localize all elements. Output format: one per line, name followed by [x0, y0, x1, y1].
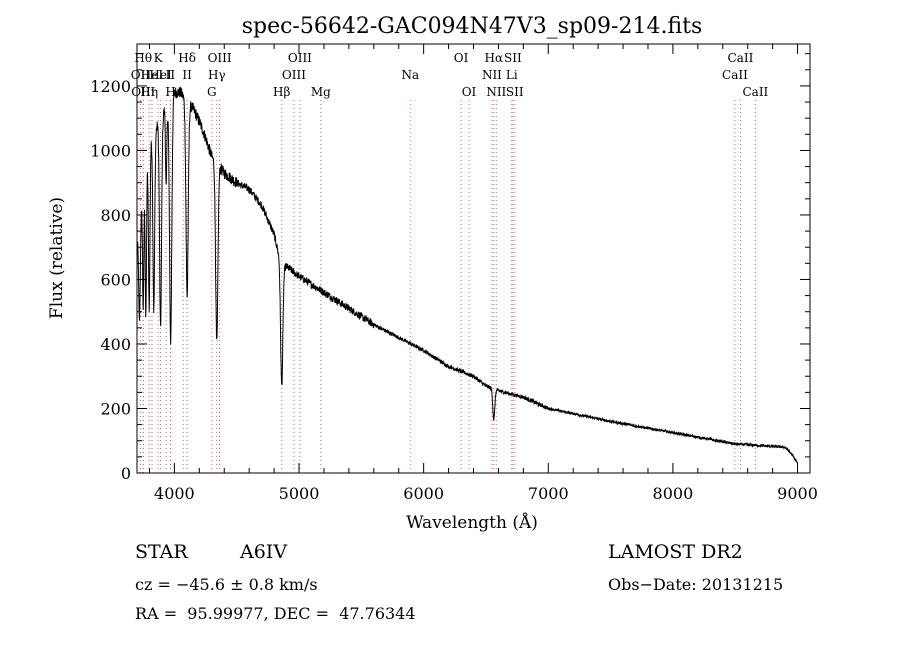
y-tick-label: 1000 — [90, 141, 131, 160]
spectrum-series — [136, 86, 798, 464]
line-marker-label: OIII — [288, 51, 312, 65]
chart-title: spec-56642-GAC094N47V3_sp09-214.fits — [242, 14, 703, 39]
line-marker-label: SII — [504, 51, 522, 65]
y-tick-label: 800 — [100, 206, 131, 225]
line-marker-label: Na — [401, 68, 419, 82]
y-tick-label: 1200 — [90, 77, 131, 96]
line-marker-label: Hβ — [273, 85, 290, 99]
line-marker-label: NII — [482, 68, 502, 82]
y-axis-label: Flux (relative) — [47, 197, 67, 319]
y-tick-label: 200 — [100, 399, 131, 418]
line-marker-label: HeI — [141, 68, 164, 82]
redshift-value: cz = −45.6 ± 0.8 km/s — [135, 575, 318, 594]
line-marker-label: Hγ — [208, 68, 226, 82]
line-marker-label: Li — [506, 68, 518, 82]
line-marker-label: Hδ — [178, 51, 196, 65]
coordinates: RA = 95.99977, DEC = 47.76344 — [135, 604, 416, 623]
line-marker-label: Mg — [311, 85, 331, 99]
x-tick-label: 8000 — [653, 484, 694, 503]
x-tick-label: 6000 — [403, 484, 444, 503]
line-marker-label: CaII — [722, 68, 748, 82]
plot-frame — [136, 43, 811, 474]
line-marker-label: OIII — [208, 51, 232, 65]
line-marker-label: OII — [131, 68, 151, 82]
survey-name: LAMOST DR2 — [608, 541, 743, 563]
line-marker-label: OIII — [282, 68, 306, 82]
line-marker-label: II — [166, 68, 176, 82]
line-marker-label: OI — [454, 51, 469, 65]
line-marker-label: SII — [506, 85, 524, 99]
line-marker-label: CaII — [728, 51, 754, 65]
line-marker-label: II — [182, 68, 192, 82]
x-axis-label: Wavelength (Å) — [406, 512, 538, 533]
line-marker-label: K — [154, 51, 164, 65]
object-subclass: A6IV — [240, 541, 288, 563]
line-marker-label: G — [207, 85, 217, 99]
line-marker-label: H — [165, 85, 175, 99]
x-tick-label: 9000 — [777, 484, 818, 503]
x-tick-label: 5000 — [279, 484, 320, 503]
axis-ticks: 4000 5000 6000 7000 8000 9000 0 200 400 600 800 100… — [90, 44, 818, 503]
spectrum-line — [136, 86, 798, 464]
y-tick-label: 0 — [121, 464, 131, 483]
line-marker-label: Hα — [485, 51, 504, 65]
x-tick-label: 4000 — [154, 484, 195, 503]
line-marker-label: OI — [462, 85, 477, 99]
line-marker-label: CaII — [742, 85, 768, 99]
line-marker-label: Hη — [140, 85, 158, 99]
x-tick-label: 7000 — [528, 484, 569, 503]
line-markers: OIIHθOIIIHηHeIKHeIIIHHδIIGHγOIIIHβOIIIOI… — [131, 51, 769, 473]
line-marker-label: Hθ — [134, 51, 152, 65]
line-marker-label: HeI — [149, 68, 172, 82]
y-tick-label: 600 — [100, 270, 131, 289]
obs-date: Obs−Date: 20131215 — [608, 575, 784, 594]
line-marker-label: NII — [486, 85, 506, 99]
object-class: STAR — [135, 541, 188, 563]
y-tick-label: 400 — [100, 335, 131, 354]
line-marker-label: OIII — [131, 85, 155, 99]
